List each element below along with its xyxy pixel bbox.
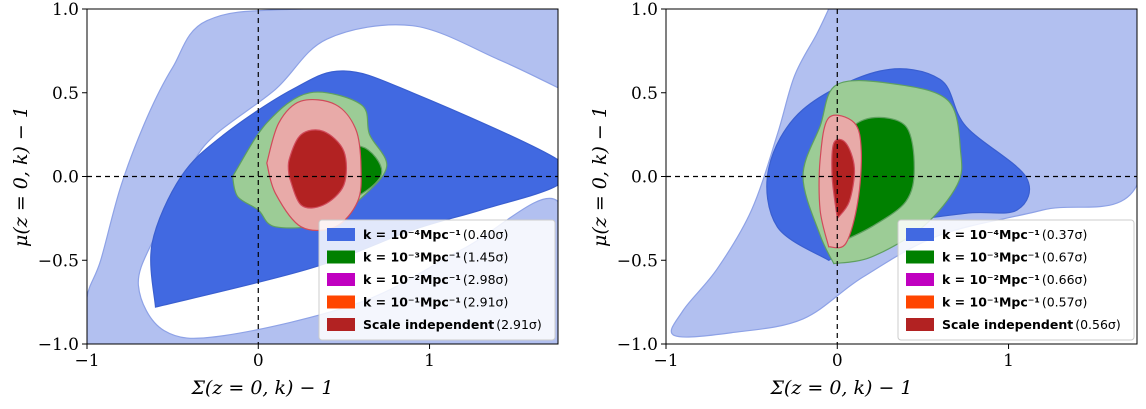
y-tick-label: −0.5	[617, 251, 658, 271]
legend-sigma: (0.67σ)	[1042, 250, 1088, 265]
legend-swatch	[906, 318, 934, 331]
legend-label: k = 10⁻³Mpc⁻¹	[942, 250, 1040, 265]
y-tick-label: −0.5	[38, 251, 79, 271]
x-axis-label: Σ(z = 0, k) − 1	[769, 377, 912, 399]
legend-label: k = 10⁻¹Mpc⁻¹	[942, 295, 1040, 310]
legend-swatch	[327, 295, 355, 309]
legend-sigma: (1.45σ)	[463, 250, 509, 265]
y-axis-label: μ(z = 0, k) − 1	[589, 106, 611, 247]
legend-label: k = 10⁻¹Mpc⁻¹	[363, 295, 461, 310]
legend-sigma: (0.37σ)	[1042, 227, 1088, 242]
y-tick-label: 1.0	[631, 0, 658, 20]
x-tick-label: 0	[832, 351, 843, 371]
legend-sigma: (0.57σ)	[1042, 295, 1088, 310]
legend-swatch	[327, 228, 355, 241]
legend-label: k = 10⁻⁴Mpc⁻¹	[942, 227, 1040, 242]
y-tick-label: 1.0	[52, 0, 79, 20]
legend-label: Scale independent	[942, 317, 1073, 332]
y-tick-label: 0.5	[52, 84, 79, 104]
x-tick-label: −1	[74, 351, 99, 371]
legend-sigma: (2.98σ)	[463, 272, 509, 287]
legend-sigma: (0.40σ)	[463, 227, 509, 242]
legend-swatch	[906, 273, 934, 286]
legend-label: k = 10⁻²Mpc⁻¹	[942, 272, 1040, 287]
plot-area	[666, 9, 1137, 344]
x-tick-label: 0	[253, 351, 264, 371]
x-axis-label: Σ(z = 0, k) − 1	[190, 377, 333, 399]
legend-box	[897, 219, 1135, 341]
chart-panel-2: −1 0 1 −1.0 −0.5 0.0 0.5 1.0 Σ(z = 0, k) − 1 μ(z …	[589, 0, 1138, 399]
y-axis-label: μ(z = 0, k) − 1	[10, 106, 32, 247]
legend-swatch	[327, 318, 355, 331]
x-tick-label: 1	[1003, 351, 1014, 371]
legend-swatch	[327, 250, 355, 264]
legend-label: Scale independent	[363, 317, 494, 332]
contour-k0-outer	[87, 9, 558, 344]
y-tick-label: −1.0	[617, 335, 658, 355]
legend-sigma: (0.56σ)	[1075, 317, 1121, 332]
legend-swatch	[906, 228, 934, 241]
legend: k = 10⁻⁴Mpc⁻¹ (0.40σ)k = 10⁻³Mpc⁻¹ (1.45σ)…	[318, 219, 556, 341]
legend-sigma: (2.91σ)	[463, 295, 509, 310]
y-tick-label: 0.0	[631, 168, 658, 188]
legend-label: k = 10⁻²Mpc⁻¹	[363, 272, 461, 287]
legend-sigma: (0.66σ)	[1042, 272, 1088, 287]
y-tick-label: −1.0	[38, 335, 79, 355]
contour-scale-independent-inner	[287, 129, 348, 209]
legend-label: k = 10⁻³Mpc⁻¹	[363, 250, 461, 265]
legend: k = 10⁻⁴Mpc⁻¹ (0.37σ)k = 10⁻³Mpc⁻¹ (0.67σ)…	[897, 219, 1135, 341]
plot-area	[87, 9, 558, 344]
legend-swatch	[906, 250, 934, 264]
x-tick-label: 1	[424, 351, 435, 371]
legend-label: k = 10⁻⁴Mpc⁻¹	[363, 227, 461, 242]
legend-swatch	[327, 273, 355, 286]
y-tick-label: 0.5	[631, 84, 658, 104]
legend-box	[318, 219, 556, 341]
legend-sigma: (2.91σ)	[496, 317, 542, 332]
x-tick-label: −1	[653, 351, 678, 371]
y-tick-label: 0.0	[52, 168, 79, 188]
chart-panel-1: −1 0 1 −1.0 −0.5 0.0 0.5 1.0 Σ(z = 0, k) − 1 μ(z …	[10, 0, 559, 399]
legend-swatch	[906, 295, 934, 309]
